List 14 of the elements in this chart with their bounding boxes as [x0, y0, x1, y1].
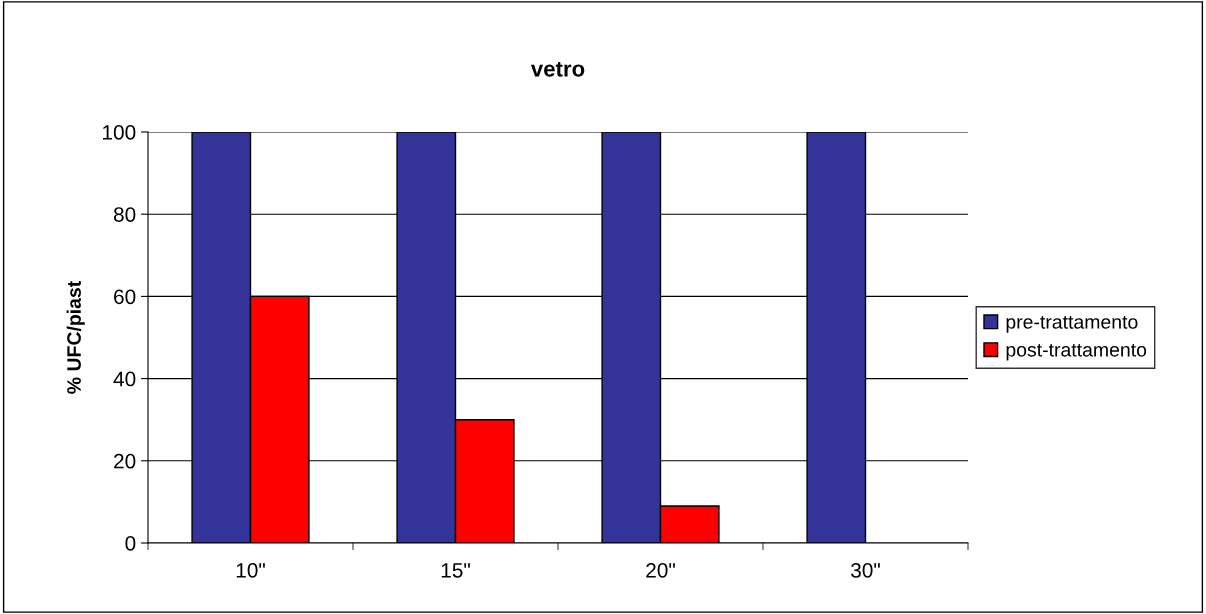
x-tick-label: 15": [441, 563, 470, 578]
y-tick-label: 80: [113, 207, 136, 222]
legend-label: post-trattamento: [1006, 343, 1147, 361]
chart-title: vetro: [530, 61, 585, 77]
y-tick-label: 100: [103, 125, 136, 140]
x-tick-label: 30": [851, 562, 880, 578]
y-tick-label: 20: [114, 453, 136, 469]
y-axis-title: % UFC/piast: [66, 281, 85, 394]
legend-label: pre-trattamento: [1006, 316, 1138, 333]
y-tick-label: 0: [125, 536, 136, 551]
x-tick-label: 20": [646, 562, 675, 578]
x-tick-label: 10": [236, 562, 265, 578]
y-tick-label: 60: [114, 289, 136, 305]
y-tick-label: 40: [113, 371, 136, 387]
